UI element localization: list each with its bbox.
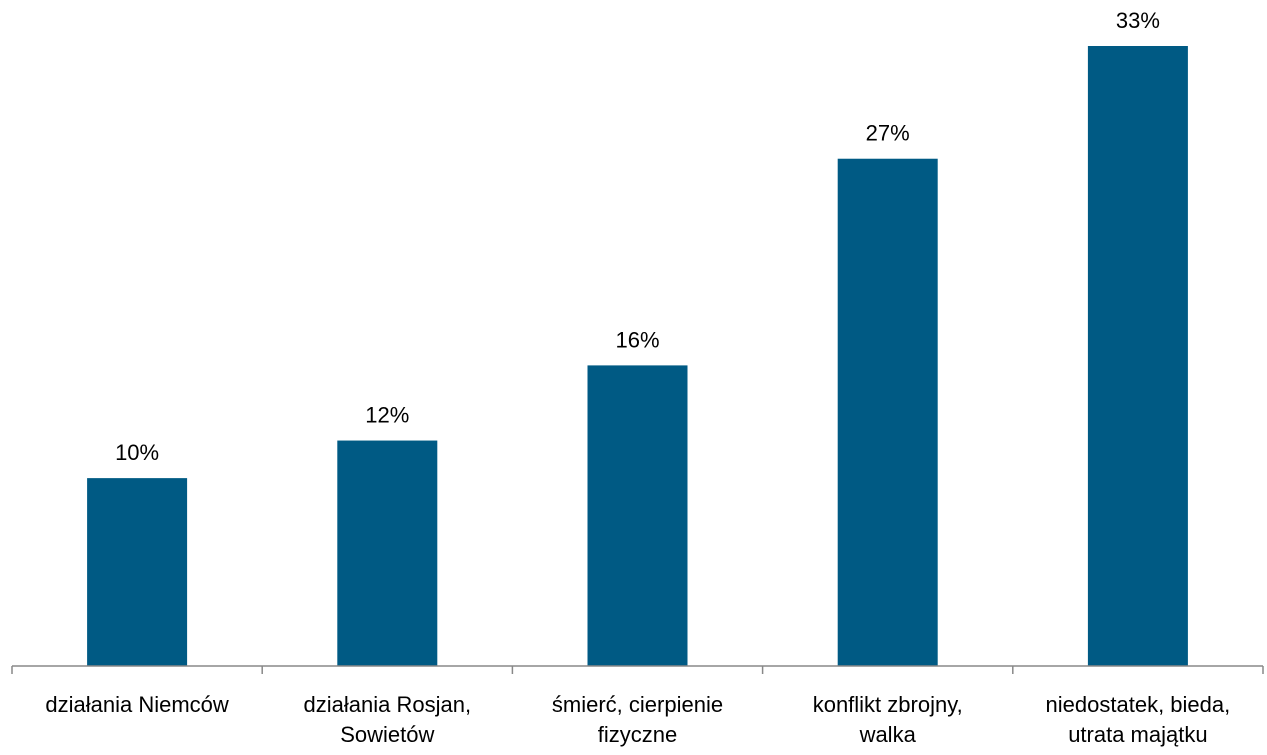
data-label-4: 27% — [866, 121, 910, 146]
category-labels-group: działania Niemców działania Rosjan, Sowiet… — [45, 692, 1230, 747]
category-label-4-line-1: konflikt zbrojny, — [813, 692, 963, 717]
bar-5 — [1087, 46, 1188, 666]
bar-3 — [587, 365, 688, 666]
category-label-2: działania Rosjan, Sowietów — [304, 692, 472, 747]
category-label-3-line-2: fizyczne — [598, 722, 677, 747]
category-label-2-line-1: działania Rosjan, — [304, 692, 472, 717]
category-label-4: konflikt zbrojny, walka — [813, 692, 963, 747]
bars-group — [87, 46, 1188, 666]
category-label-5-line-2: utrata majątku — [1068, 722, 1207, 747]
category-label-3: śmierć, cierpienie fizyczne — [552, 692, 723, 747]
category-label-4-line-2: walka — [859, 722, 917, 747]
category-label-2-line-2: Sowietów — [340, 722, 434, 747]
bar-2 — [337, 440, 438, 666]
bar-4 — [837, 158, 938, 666]
category-label-1-line-1: działania Niemców — [45, 692, 229, 717]
data-label-1: 10% — [115, 440, 159, 465]
category-label-3-line-1: śmierć, cierpienie — [552, 692, 723, 717]
category-label-1: działania Niemców — [45, 692, 229, 717]
bar-1 — [87, 478, 188, 666]
data-label-5: 33% — [1116, 8, 1160, 33]
category-label-5-line-1: niedostatek, bieda, — [1046, 692, 1231, 717]
data-label-2: 12% — [365, 403, 409, 428]
value-labels-group: 10% 12% 16% 27% 33% — [115, 8, 1160, 465]
data-label-3: 16% — [615, 327, 659, 352]
category-label-5: niedostatek, bieda, utrata majątku — [1046, 692, 1231, 747]
x-axis — [11, 665, 1264, 674]
